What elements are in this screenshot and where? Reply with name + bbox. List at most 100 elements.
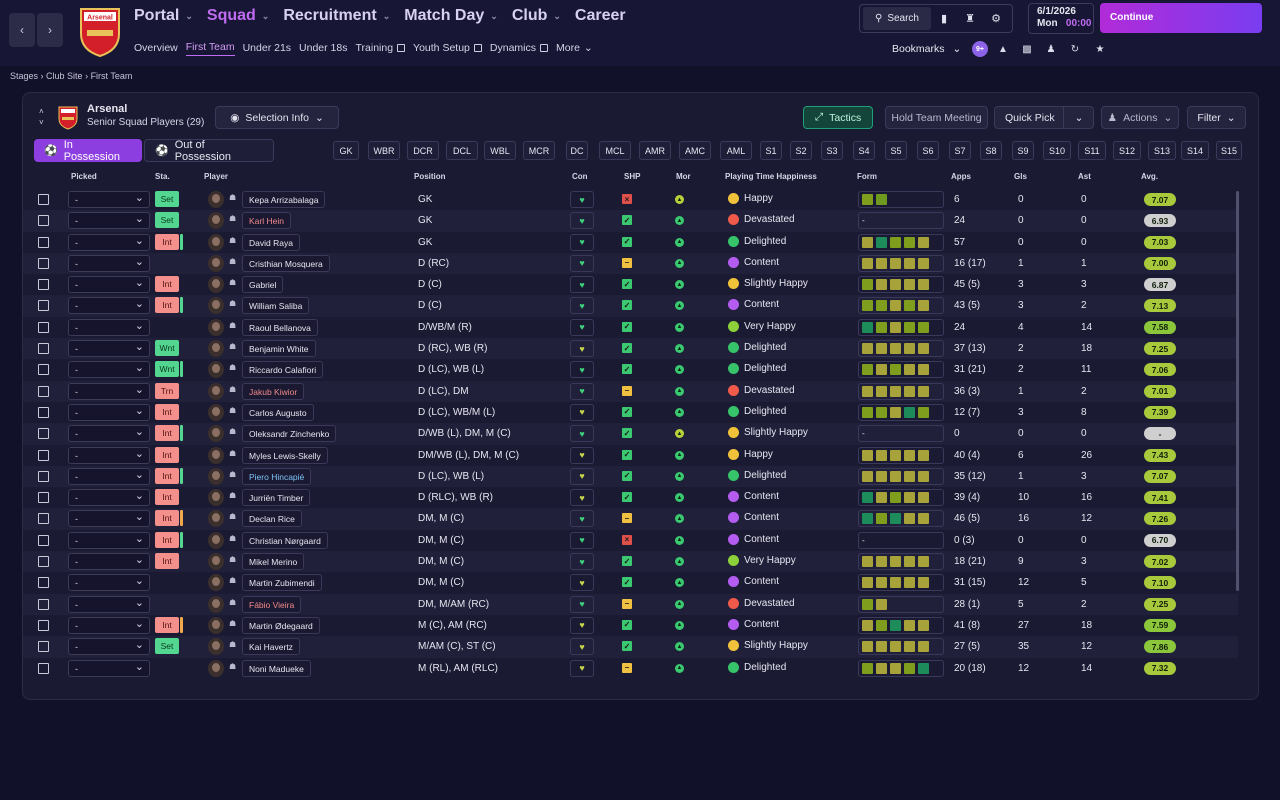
pick-checkbox[interactable] — [38, 449, 49, 461]
position-pill-dcr[interactable]: DCR — [407, 141, 439, 160]
table-row[interactable]: - ☗ Martin Zubimendi DM, M (C) ♥ ✓ ▲ Content 31 … — [23, 572, 1238, 593]
player-name[interactable]: Karl Hein — [242, 212, 291, 230]
column-header[interactable]: Sta. — [155, 172, 170, 181]
position-pill-aml[interactable]: AML — [720, 141, 752, 160]
column-header[interactable]: Mor — [676, 172, 691, 181]
filter-dropdown[interactable]: Filter ⌄ — [1187, 106, 1246, 129]
picked-select[interactable]: - — [68, 382, 150, 400]
player-name[interactable]: William Saliba — [242, 297, 310, 315]
pick-checkbox[interactable] — [38, 598, 49, 610]
chevron-down-icon[interactable]: ⌄ — [1063, 107, 1094, 128]
out-of-possession-tab[interactable]: ⚽ Out of Possession — [144, 139, 274, 163]
picked-select[interactable]: - — [68, 318, 150, 336]
picked-select[interactable]: - — [68, 553, 150, 571]
column-header[interactable]: SHP — [624, 172, 641, 181]
picked-select[interactable]: - — [68, 531, 150, 549]
column-header[interactable]: Gls — [1014, 172, 1027, 181]
picked-select[interactable]: - — [68, 212, 150, 230]
table-row[interactable]: -Set ☗ Kai Havertz M/AM (C), ST (C) ♥ ✓ ▲ Sligh… — [23, 636, 1238, 658]
table-row[interactable]: - ☗ Noni Madueke M (RL), AM (RLC) ♥ – ▲ Delight… — [23, 658, 1238, 679]
player-name[interactable]: Noni Madueke — [242, 659, 311, 677]
continue-button[interactable]: Continue — [1100, 3, 1262, 33]
subnav-more[interactable]: More ⌄ — [556, 41, 593, 56]
picked-select[interactable]: - — [68, 361, 150, 379]
nav-career[interactable]: Career — [575, 7, 626, 25]
forward-button[interactable]: › — [37, 13, 63, 47]
pick-checkbox[interactable] — [38, 662, 49, 674]
back-button[interactable]: ‹ — [9, 13, 35, 47]
position-pill-s7[interactable]: S7 — [949, 141, 971, 160]
position-pill-s1[interactable]: S1 — [760, 141, 782, 160]
player-name[interactable]: Raoul Bellanova — [242, 318, 318, 336]
player-name[interactable]: Declan Rice — [242, 510, 302, 528]
subnav-under-18s[interactable]: Under 18s — [299, 41, 347, 56]
position-pill-s6[interactable]: S6 — [917, 141, 939, 160]
crest-icon[interactable]: ♜ — [965, 13, 975, 25]
player-name[interactable]: Kepa Arrizabalaga — [242, 191, 326, 208]
pick-checkbox[interactable] — [38, 513, 49, 525]
player-name[interactable]: Martin Ødegaard — [242, 616, 320, 634]
position-pill-mcl[interactable]: MCL — [599, 141, 631, 160]
notification-badge[interactable]: 9+ — [972, 41, 988, 57]
player-name[interactable]: Myles Lewis-Skelly — [242, 446, 328, 464]
pick-checkbox[interactable] — [38, 577, 49, 589]
sort-arrows-icon[interactable]: ˄ ˅ — [39, 107, 44, 127]
subnav-dynamics[interactable]: Dynamics — [490, 41, 548, 56]
column-header[interactable]: Picked — [71, 172, 97, 181]
table-row[interactable]: -Int ☗ Piero Hincapié D (LC), WB (L) ♥ ✓ ▲ Deli… — [23, 465, 1238, 488]
table-row[interactable]: -Int ☗ David Raya GK ♥ ✓ ▲ Delighted 57 0 0 7.03 — [23, 232, 1238, 253]
pick-checkbox[interactable] — [38, 470, 49, 482]
table-row[interactable]: -Trn ☗ Jakub Kiwior D (LC), DM ♥ – ▲ Devastated… — [23, 380, 1238, 402]
pick-checkbox[interactable] — [38, 492, 49, 504]
pick-checkbox[interactable] — [38, 236, 49, 248]
player-name[interactable]: Cristhian Mosquera — [242, 254, 330, 272]
player-name[interactable]: David Raya — [242, 233, 300, 251]
table-row[interactable]: -Int ☗ Carlos Augusto D (LC), WB/M (L) ♥ ✓ ▲ De… — [23, 402, 1238, 423]
picked-select[interactable]: - — [68, 403, 150, 421]
position-pill-s2[interactable]: S2 — [790, 141, 812, 160]
position-pill-s13[interactable]: S13 — [1148, 141, 1176, 160]
picked-select[interactable]: - — [68, 297, 150, 315]
player-name[interactable]: Oleksandr Zinchenko — [242, 425, 337, 443]
position-pill-dc[interactable]: DC — [566, 141, 588, 160]
pick-checkbox[interactable] — [38, 406, 49, 418]
position-pill-s5[interactable]: S5 — [885, 141, 907, 160]
position-pill-s8[interactable]: S8 — [980, 141, 1002, 160]
position-pill-s10[interactable]: S10 — [1043, 141, 1071, 160]
position-pill-s12[interactable]: S12 — [1113, 141, 1141, 160]
player-name[interactable]: Fábio Vieira — [242, 595, 302, 613]
clipboard-icon[interactable]: ▩ — [1022, 43, 1032, 55]
scrollbar[interactable] — [1236, 191, 1239, 591]
position-pill-amr[interactable]: AMR — [639, 141, 671, 160]
picked-select[interactable]: - — [68, 446, 150, 464]
subnav-first-team[interactable]: First Team — [185, 41, 235, 56]
picked-select[interactable]: - — [68, 191, 150, 208]
position-pill-dcl[interactable]: DCL — [446, 141, 478, 160]
pick-checkbox[interactable] — [38, 641, 49, 653]
position-pill-amc[interactable]: AMC — [679, 141, 711, 160]
nav-recruitment[interactable]: Recruitment ⌄ — [283, 7, 390, 25]
date-display[interactable]: 6/1/2026 Mon 00:00 — [1028, 3, 1094, 34]
player-name[interactable]: Carlos Augusto — [242, 403, 314, 421]
pick-checkbox[interactable] — [38, 300, 49, 312]
bookmarks-dropdown[interactable]: Bookmarks ⌄ — [892, 43, 961, 55]
nav-portal[interactable]: Portal ⌄ — [134, 7, 193, 25]
table-row[interactable]: -Set ☗ Kepa Arrizabalaga GK ♥ × ▲ Happy 6 0 0 7.07 — [23, 189, 1238, 210]
pick-checkbox[interactable] — [38, 194, 49, 205]
table-row[interactable]: -Int ☗ Myles Lewis-Skelly DM/WB (L), DM, M … — [23, 445, 1238, 466]
subnav-overview[interactable]: Overview — [134, 41, 178, 56]
position-pill-s14[interactable]: S14 — [1181, 141, 1209, 160]
player-name[interactable]: Jakub Kiwior — [242, 382, 305, 400]
picked-select[interactable]: - — [68, 574, 150, 592]
nav-squad[interactable]: Squad ⌄ — [207, 7, 269, 25]
refresh-icon[interactable]: ↻ — [1070, 43, 1080, 55]
column-header[interactable]: Player — [204, 172, 229, 181]
picked-select[interactable]: - — [68, 595, 150, 613]
column-header[interactable]: Apps — [951, 172, 971, 181]
pick-checkbox[interactable] — [38, 321, 49, 333]
position-pill-s11[interactable]: S11 — [1078, 141, 1106, 160]
table-row[interactable]: -Wnt ☗ Riccardo Calafiori D (LC), WB (L) ♥ ✓ ▲… — [23, 359, 1238, 380]
breadcrumb-item[interactable]: Stages — [10, 71, 39, 81]
